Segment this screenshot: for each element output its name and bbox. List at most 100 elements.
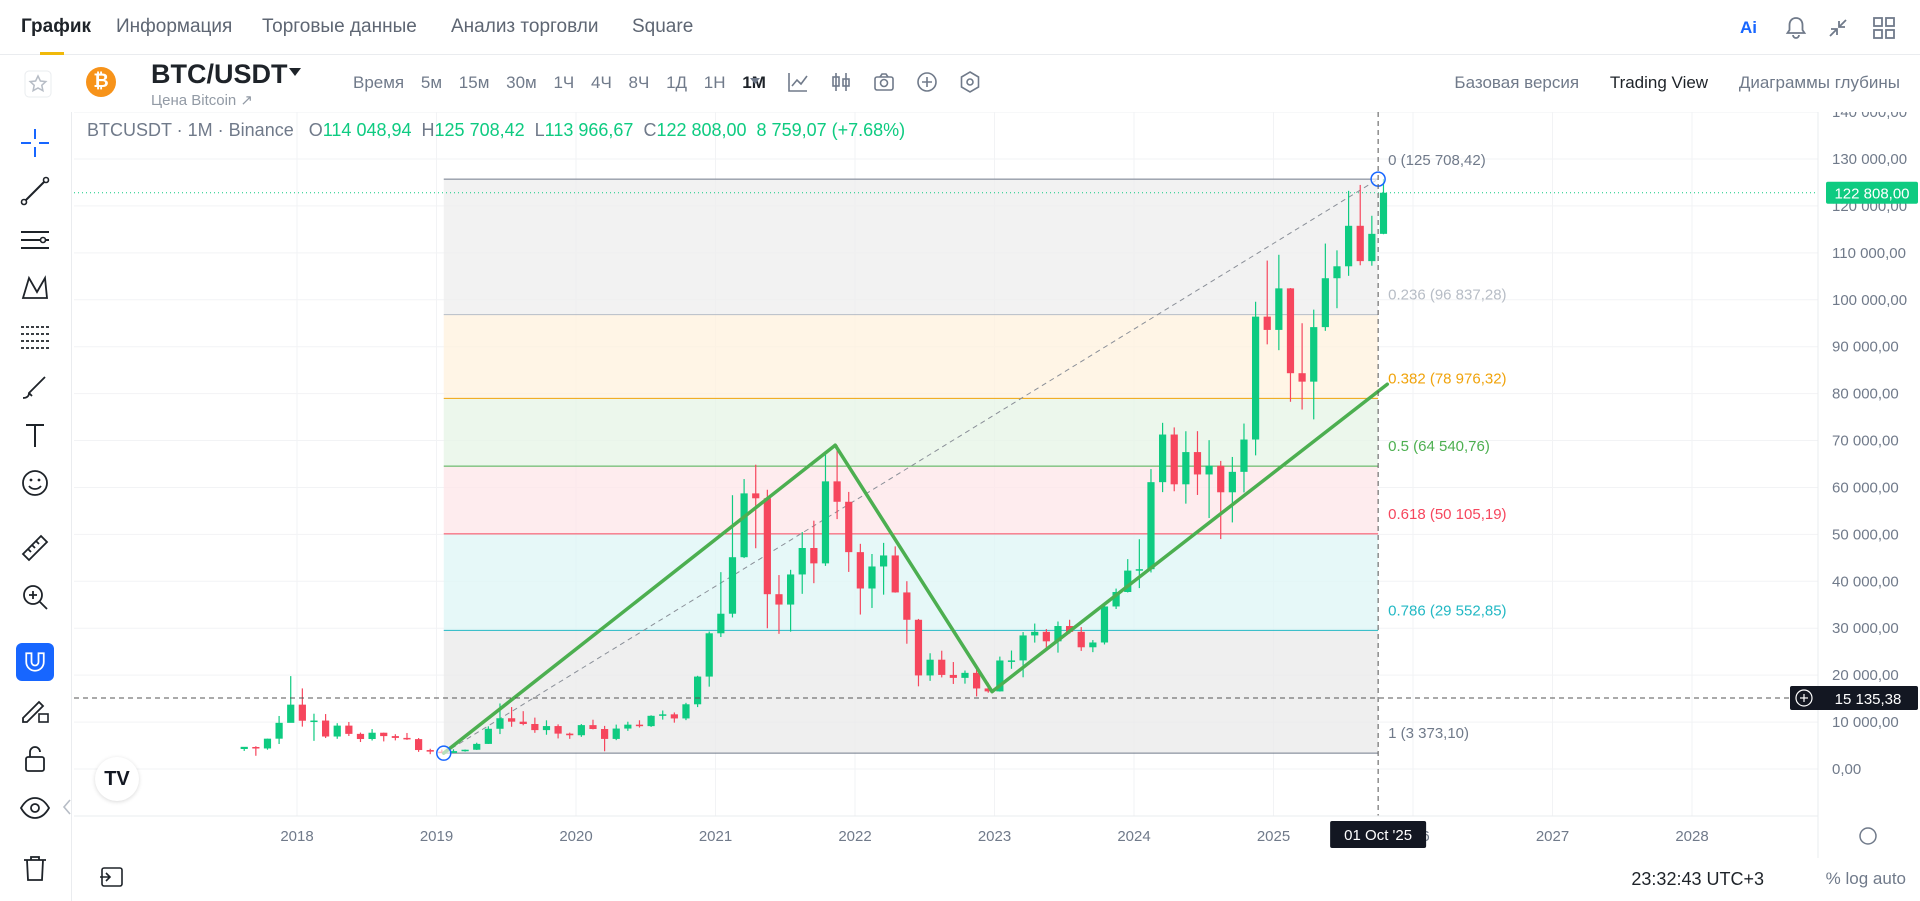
last-price-label: 122 808,00	[1834, 186, 1909, 203]
candle-body	[810, 547, 818, 564]
indicators-icon[interactable]	[786, 70, 810, 94]
candle-body	[786, 574, 795, 605]
candle-body	[449, 751, 458, 753]
candle-body	[891, 555, 899, 593]
interval-1d[interactable]: 1Д	[666, 73, 688, 92]
candle-body	[1042, 631, 1050, 642]
top-nav: График Информация Торговые данные Анализ…	[0, 0, 1920, 55]
view-switcher: Базовая версия Trading View Диаграммы гл…	[1428, 73, 1900, 93]
interval-30m[interactable]: 30м	[506, 73, 537, 92]
zoom-tool[interactable]	[16, 578, 54, 616]
tab-info[interactable]: Информация	[116, 16, 233, 37]
crosshair-tool[interactable]	[16, 124, 54, 162]
add-plus-icon[interactable]	[915, 70, 939, 94]
more-intervals-icon[interactable]	[748, 76, 762, 86]
visibility-tool[interactable]	[16, 789, 54, 827]
candle-body	[1182, 452, 1190, 485]
symbol-dropdown-icon[interactable]	[287, 66, 303, 78]
tab-trade-analysis[interactable]: Анализ торговли	[451, 16, 599, 37]
price-tick-label: 140 000,00	[1832, 112, 1907, 121]
candle-body	[252, 746, 260, 749]
candle-body	[1368, 233, 1376, 262]
interval-1h[interactable]: 1Ч	[553, 73, 575, 92]
ai-icon[interactable]: Ai	[1740, 18, 1757, 37]
tab-trading-data[interactable]: Торговые данные	[262, 16, 417, 37]
interval-time[interactable]: Время	[353, 73, 405, 92]
chart-type-icon[interactable]	[829, 70, 853, 94]
chart-clock[interactable]: 23:32:43 UTC+3	[1631, 869, 1764, 889]
candle-body	[879, 555, 888, 567]
interval-8h[interactable]: 8Ч	[628, 73, 650, 92]
pattern-tool[interactable]	[16, 269, 54, 307]
candle-body	[705, 633, 713, 677]
time-tick-label: 2027	[1536, 828, 1569, 845]
trash-icon	[24, 856, 46, 881]
interval-5m[interactable]: 5м	[420, 73, 443, 92]
remove-tool[interactable]	[16, 849, 54, 887]
candle-body	[996, 660, 1004, 692]
view-tradingview[interactable]: Trading View	[1609, 73, 1709, 92]
price-tick-label: 70 000,00	[1832, 433, 1899, 450]
magnet-tool[interactable]	[16, 643, 54, 681]
brush-tool[interactable]	[16, 367, 54, 405]
lock-tool[interactable]	[16, 740, 54, 778]
active-tab-indicator	[40, 52, 64, 55]
settings-gear-icon[interactable]	[958, 70, 982, 94]
legend-o-label: O	[308, 120, 323, 140]
pattern-line	[442, 443, 837, 755]
interval-4h[interactable]: 4Ч	[591, 73, 612, 92]
draw-lock-tool[interactable]	[16, 691, 54, 729]
candle-body	[1310, 327, 1318, 382]
candle-body	[984, 688, 992, 692]
layout-icon[interactable]	[1870, 14, 1898, 42]
drawing-toolbar	[0, 112, 72, 901]
ruler-tool[interactable]	[16, 529, 54, 567]
tab-square[interactable]: Square	[632, 16, 694, 37]
horizontal-lines-tool[interactable]	[16, 221, 54, 259]
trend-line-tool[interactable]	[16, 172, 54, 210]
price-chart[interactable]: 0 (125 708,42) 0.236 (96 837,28) 0.382 (78…	[74, 112, 1920, 858]
time-tick-label: 2021	[699, 828, 732, 845]
candle-body	[368, 732, 376, 740]
screenshot-camera-icon[interactable]	[872, 70, 896, 94]
text-tool[interactable]	[16, 416, 54, 454]
tab-chart[interactable]: График	[21, 16, 92, 37]
candle-body	[484, 728, 492, 744]
candle-body	[403, 737, 411, 740]
collapse-icon[interactable]	[1824, 14, 1852, 42]
favorite-star-icon[interactable]	[24, 70, 52, 98]
bell-icon[interactable]	[1782, 14, 1810, 42]
fib-tool[interactable]	[16, 318, 54, 356]
tradingview-logo-icon[interactable]: TV	[95, 757, 139, 801]
fib-label: 0 (125 708,42)	[1388, 152, 1486, 169]
fib-trend-line	[443, 178, 1379, 754]
horizontal-lines-icon	[21, 231, 49, 249]
price-tick-label: 50 000,00	[1832, 526, 1899, 543]
scale-options[interactable]: % log auto	[1825, 869, 1906, 888]
candle-body	[938, 659, 946, 675]
price-tick-label: 90 000,00	[1832, 339, 1899, 356]
candle-body	[821, 481, 830, 564]
interval-1w[interactable]: 1Н	[703, 73, 726, 92]
emoji-tool[interactable]	[16, 464, 54, 502]
collapse-toolbar-chevron-icon[interactable]	[62, 798, 72, 816]
time-tick-label: 2019	[420, 828, 453, 845]
candle-body	[961, 672, 969, 678]
candle-body	[391, 736, 399, 738]
candle-body	[624, 724, 632, 729]
candle-body	[1065, 626, 1074, 632]
fib-label: 0.618 (50 105,19)	[1388, 506, 1506, 523]
price-tick-label: 40 000,00	[1832, 573, 1899, 590]
chart-area[interactable]: 0 (125 708,42) 0.236 (96 837,28) 0.382 (78…	[74, 112, 1920, 901]
candle-body	[1356, 225, 1364, 262]
legend-c-label: C	[643, 120, 657, 140]
candle-body	[1077, 631, 1085, 648]
goto-date-icon[interactable]	[98, 864, 126, 890]
price-tick-label: 10 000,00	[1832, 714, 1899, 731]
view-depth[interactable]: Диаграммы глубины	[1738, 73, 1900, 92]
interval-15m[interactable]: 15м	[458, 73, 490, 92]
symbol-name[interactable]: BTC/USDT	[151, 59, 288, 89]
view-basic[interactable]: Базовая версия	[1454, 73, 1580, 92]
candle-body	[263, 738, 272, 749]
symbol-subtitle[interactable]: Цена Bitcoin ↗	[151, 92, 253, 109]
